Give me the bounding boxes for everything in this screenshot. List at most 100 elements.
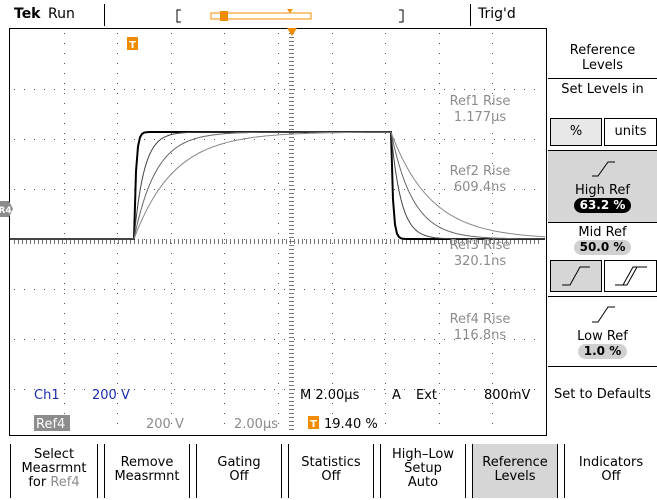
grid-dot [224, 33, 225, 34]
grid-dot [34, 339, 35, 340]
grid-dot [414, 339, 415, 340]
grid-dot [374, 139, 375, 140]
grid-dot [214, 189, 215, 190]
high-low-setup-button[interactable]: High–Low Setup Auto [380, 444, 466, 498]
grid-dot [332, 43, 333, 44]
grid-dot [64, 363, 65, 364]
center-tick [289, 365, 294, 366]
center-tick [78, 239, 79, 244]
remove-line2: Measrmnt [114, 469, 180, 484]
high-ref-button[interactable]: High Ref 63.2 % [548, 150, 657, 222]
grid-dot [254, 189, 255, 190]
grid-dot [144, 389, 145, 390]
grid-dot [385, 123, 386, 124]
grid-dot [524, 139, 525, 140]
grid-dot [94, 339, 95, 340]
ref1-trace [10, 131, 546, 240]
center-tick [202, 239, 203, 244]
grid-dot [385, 383, 386, 384]
center-tick [390, 239, 391, 244]
gating-button[interactable]: Gating Off [196, 444, 282, 498]
center-tick [386, 239, 387, 244]
center-tick [289, 113, 294, 114]
center-tick [314, 239, 315, 244]
grid-dot [171, 323, 172, 324]
center-tick [442, 239, 443, 244]
grid-dot [374, 389, 375, 390]
single-edge-option[interactable] [550, 260, 602, 292]
multi-edge-option[interactable] [604, 260, 657, 292]
center-tick [289, 137, 294, 138]
center-tick [118, 239, 119, 244]
reference-levels-button[interactable]: Reference Levels [472, 444, 558, 498]
grid-dot [344, 89, 345, 90]
grid-dot [254, 389, 255, 390]
waveform-display[interactable]: Ref1 Rise 1.177µs Ref2 Rise 609.4ns Ref3… [9, 28, 547, 436]
grid-dot [492, 143, 493, 144]
grid-dot [514, 139, 515, 140]
grid-dot [154, 139, 155, 140]
ref4-rise-value: 116.8ns [454, 328, 506, 343]
units-option[interactable]: units [604, 118, 657, 146]
grid-dot [84, 89, 85, 90]
grid-dot [444, 189, 445, 190]
center-tick [130, 239, 131, 244]
grid-dot [424, 339, 425, 340]
grid-dot [64, 93, 65, 94]
grid-dot [492, 423, 493, 424]
select-measurement-button[interactable]: Select Measrmnt for Ref4 [10, 444, 98, 498]
grid-dot [64, 173, 65, 174]
grid-dot [204, 139, 205, 140]
grid-dot [24, 389, 25, 390]
grid-dot [324, 239, 325, 240]
center-tick [254, 239, 255, 244]
center-tick [289, 173, 294, 174]
edge-select[interactable] [548, 258, 657, 296]
percent-option[interactable]: % [550, 118, 602, 146]
grid-dot [524, 89, 525, 90]
center-tick [289, 145, 294, 146]
grid-dot [244, 339, 245, 340]
ref-readout-badge [34, 415, 70, 431]
grid-dot [224, 339, 225, 340]
high-ref-value: 63.2 % [573, 198, 632, 213]
grid-dot [164, 139, 165, 140]
set-to-defaults-button[interactable]: Set to Defaults [548, 366, 657, 436]
center-tick [289, 285, 294, 286]
grid-dot [304, 389, 305, 390]
grid-dot [385, 143, 386, 144]
statistics-button[interactable]: Statistics Off [288, 444, 374, 498]
grid-dot [144, 239, 145, 240]
single-edge-icon [562, 266, 590, 286]
grid-dot [184, 239, 185, 240]
center-tick [194, 239, 195, 244]
grid-dot [492, 313, 493, 314]
grid-dot [64, 293, 65, 294]
center-tick [318, 239, 319, 244]
grid-dot [474, 189, 475, 190]
center-tick [289, 321, 294, 322]
grid-dot [354, 339, 355, 340]
center-tick [530, 239, 531, 244]
units-toggle[interactable]: % units [548, 116, 657, 148]
grid-dot [64, 283, 65, 284]
grid-dot [332, 293, 333, 294]
center-tick [190, 239, 191, 244]
grid-dot [278, 343, 279, 344]
grid-dot [84, 289, 85, 290]
low-ref-button[interactable]: Low Ref 1.0 % [548, 296, 657, 364]
grid-dot [278, 43, 279, 44]
center-tick [289, 381, 294, 382]
mid-ref-button[interactable]: Mid Ref 50.0 % [548, 222, 657, 256]
center-tick [289, 65, 294, 66]
grid-dot [194, 139, 195, 140]
grid-dot [64, 413, 65, 414]
grid-dot [117, 183, 118, 184]
remove-measurement-button[interactable]: Remove Measrmnt [104, 444, 190, 498]
center-tick [289, 345, 294, 346]
indicators-button[interactable]: Indicators Off [564, 444, 657, 498]
grid-dot [278, 173, 279, 174]
grid-dot [492, 223, 493, 224]
center-tick [438, 239, 439, 244]
center-tick [458, 239, 459, 244]
